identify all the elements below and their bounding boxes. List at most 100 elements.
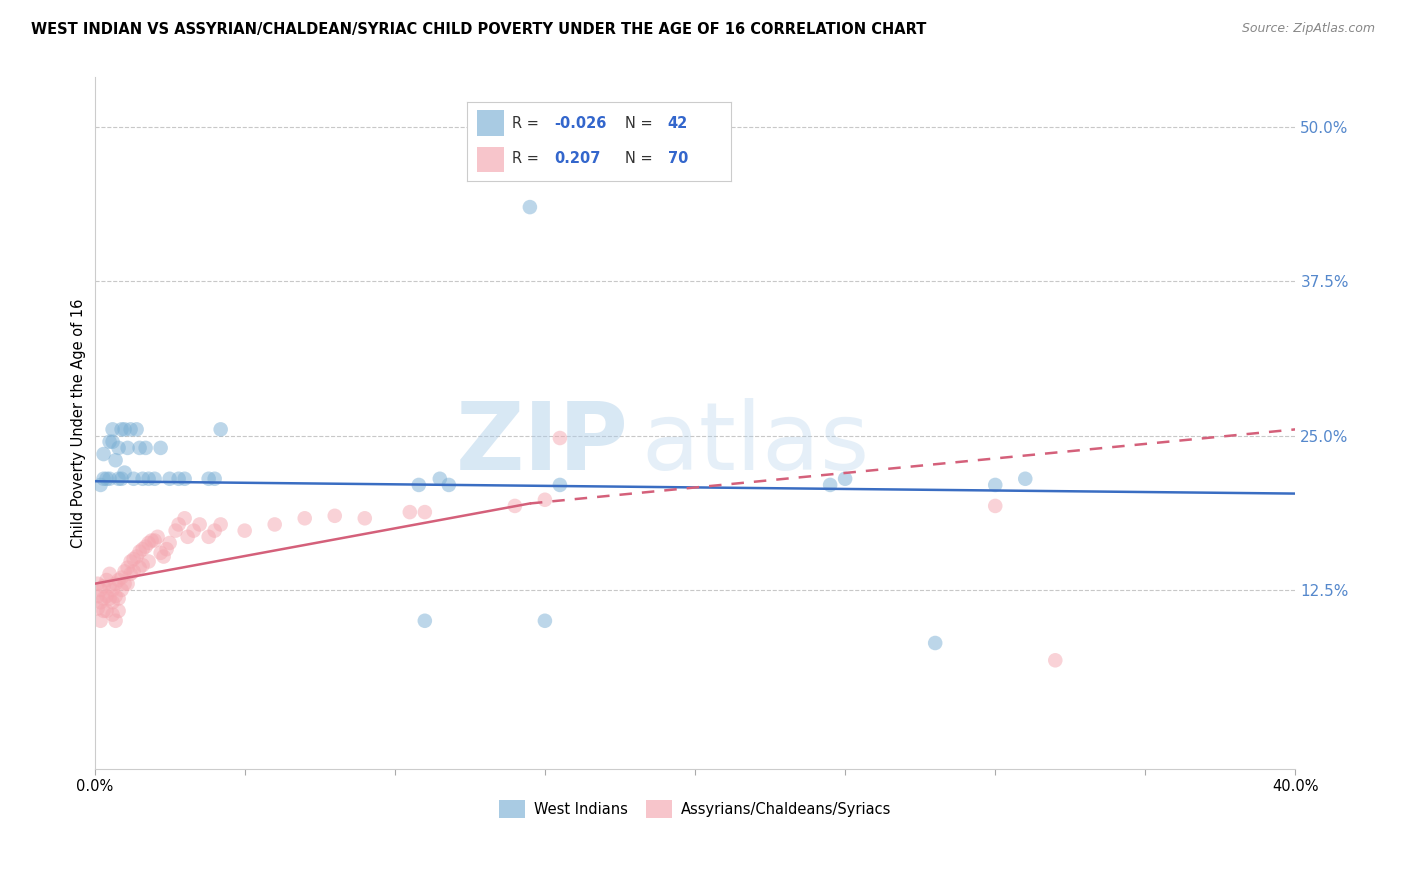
Point: [156, 542, 179, 557]
Point: [101, 595, 124, 609]
Point: [143, 533, 166, 548]
Point: [93, 591, 115, 606]
Point: [107, 472, 129, 486]
Point: [135, 540, 157, 554]
Point: [138, 472, 160, 486]
Point: [96, 589, 118, 603]
Point: [818, 478, 841, 492]
Point: [131, 558, 153, 573]
Point: [534, 492, 557, 507]
Point: [233, 524, 256, 538]
Point: [107, 604, 129, 618]
Point: [128, 544, 150, 558]
Point: [197, 472, 219, 486]
Point: [122, 565, 145, 579]
Point: [107, 591, 129, 606]
Point: [149, 546, 172, 560]
Point: [141, 533, 163, 548]
Point: [93, 447, 115, 461]
Point: [834, 472, 856, 486]
Point: [437, 478, 460, 492]
Y-axis label: Child Poverty Under the Age of 16: Child Poverty Under the Age of 16: [72, 299, 86, 548]
Point: [90, 595, 112, 609]
Point: [110, 582, 132, 597]
Text: atlas: atlas: [641, 398, 869, 490]
Point: [519, 200, 541, 214]
Point: [98, 472, 121, 486]
Point: [120, 554, 142, 568]
Point: [131, 472, 153, 486]
Point: [107, 441, 129, 455]
Point: [152, 549, 174, 564]
Point: [98, 591, 121, 606]
Point: [353, 511, 375, 525]
Point: [117, 576, 139, 591]
Point: [263, 517, 285, 532]
Point: [534, 614, 557, 628]
Legend: West Indians, Assyrians/Chaldeans/Syriacs: West Indians, Assyrians/Chaldeans/Syriac…: [494, 795, 897, 824]
Point: [104, 614, 127, 628]
Point: [146, 530, 169, 544]
Point: [173, 472, 195, 486]
Point: [117, 560, 139, 574]
Point: [86, 589, 108, 603]
Point: [110, 472, 132, 486]
Point: [86, 576, 108, 591]
Point: [173, 511, 195, 525]
Point: [114, 422, 136, 436]
Point: [138, 554, 160, 568]
Point: [104, 576, 127, 591]
Point: [104, 453, 127, 467]
Point: [408, 478, 430, 492]
Point: [165, 524, 187, 538]
Point: [96, 472, 118, 486]
Point: [114, 576, 136, 591]
Text: Source: ZipAtlas.com: Source: ZipAtlas.com: [1241, 22, 1375, 36]
Point: [125, 549, 148, 564]
Point: [98, 579, 121, 593]
Point: [176, 530, 198, 544]
Point: [323, 508, 346, 523]
Point: [101, 422, 124, 436]
Text: WEST INDIAN VS ASSYRIAN/CHALDEAN/SYRIAC CHILD POVERTY UNDER THE AGE OF 16 CORREL: WEST INDIAN VS ASSYRIAN/CHALDEAN/SYRIAC …: [31, 22, 927, 37]
Point: [204, 524, 226, 538]
Point: [107, 573, 129, 587]
Point: [924, 636, 946, 650]
Point: [90, 478, 112, 492]
Point: [122, 472, 145, 486]
Point: [135, 441, 157, 455]
Point: [128, 560, 150, 574]
Point: [131, 542, 153, 557]
Point: [413, 614, 436, 628]
Point: [114, 466, 136, 480]
Point: [413, 505, 436, 519]
Point: [1014, 472, 1036, 486]
Point: [149, 441, 172, 455]
Point: [110, 570, 132, 584]
Point: [159, 536, 181, 550]
Point: [96, 573, 118, 587]
Point: [120, 566, 142, 581]
Point: [86, 601, 108, 615]
Point: [143, 472, 166, 486]
Point: [183, 524, 205, 538]
Point: [503, 499, 526, 513]
Point: [122, 552, 145, 566]
Point: [114, 565, 136, 579]
Point: [101, 582, 124, 597]
Point: [125, 422, 148, 436]
Point: [204, 472, 226, 486]
Point: [98, 566, 121, 581]
Point: [1045, 653, 1067, 667]
Point: [90, 614, 112, 628]
Point: [548, 478, 571, 492]
Point: [93, 604, 115, 618]
Point: [984, 478, 1007, 492]
Point: [188, 517, 211, 532]
Point: [110, 422, 132, 436]
Point: [548, 431, 571, 445]
Point: [96, 604, 118, 618]
Point: [398, 505, 420, 519]
Point: [167, 517, 190, 532]
Point: [93, 472, 115, 486]
